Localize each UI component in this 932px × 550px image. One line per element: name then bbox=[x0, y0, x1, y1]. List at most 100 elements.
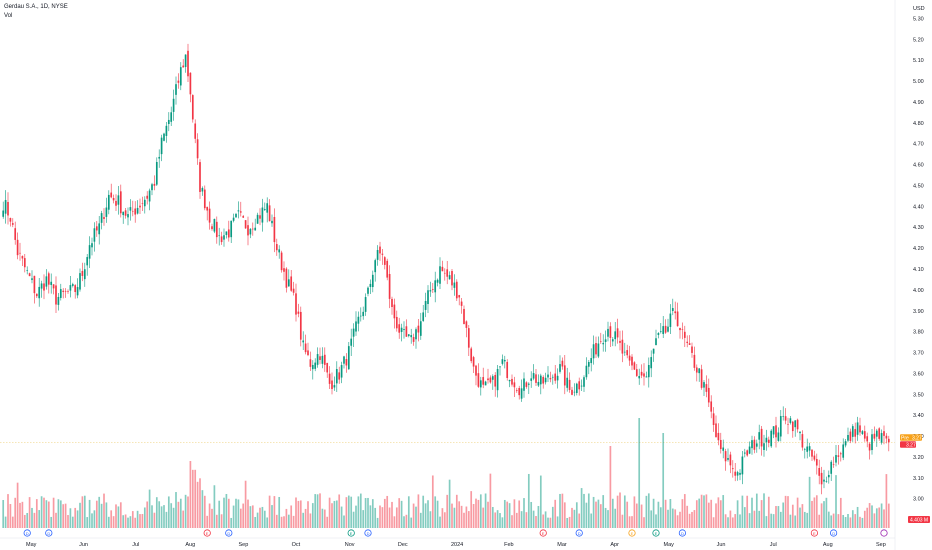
x-tick-label: Apr bbox=[610, 542, 619, 548]
volume-bar bbox=[139, 514, 141, 528]
candle-body bbox=[415, 329, 417, 340]
event-marker[interactable] bbox=[575, 529, 583, 537]
event-marker[interactable] bbox=[364, 529, 372, 537]
candle-body bbox=[647, 364, 650, 378]
volume-bar bbox=[160, 506, 163, 528]
volume-bar bbox=[35, 499, 38, 528]
volume-bar bbox=[403, 516, 405, 528]
candle-body bbox=[151, 184, 153, 191]
volume-bar bbox=[110, 510, 113, 528]
candle-body bbox=[112, 197, 115, 201]
volume-bar bbox=[499, 513, 501, 528]
event-marker[interactable] bbox=[347, 529, 355, 537]
candle-body bbox=[223, 235, 225, 240]
x-tick-label: Oct bbox=[292, 542, 301, 548]
event-marker[interactable] bbox=[23, 529, 31, 537]
candle-body bbox=[722, 447, 725, 451]
candle-body bbox=[237, 210, 240, 212]
candle-body bbox=[808, 446, 811, 451]
event-marker-label: E bbox=[813, 531, 816, 536]
volume-bar bbox=[275, 514, 278, 528]
candle-body bbox=[535, 374, 537, 383]
candle-body bbox=[875, 430, 878, 437]
candle-body bbox=[302, 340, 305, 343]
candle-body bbox=[789, 418, 792, 423]
event-marker[interactable] bbox=[810, 529, 819, 537]
volume-bar bbox=[595, 501, 597, 528]
volume-bar bbox=[143, 507, 146, 528]
candle-body bbox=[134, 208, 137, 215]
volume-bar bbox=[67, 515, 69, 528]
event-marker-label: E bbox=[655, 531, 658, 536]
event-marker[interactable] bbox=[203, 529, 211, 537]
candle-body bbox=[839, 453, 842, 455]
volume-bar bbox=[503, 499, 506, 528]
volume-bar bbox=[74, 507, 77, 528]
candle-body bbox=[621, 339, 624, 354]
volume-bar bbox=[820, 503, 823, 528]
candle-body bbox=[371, 274, 374, 288]
candle-body bbox=[43, 283, 45, 291]
volume-bar bbox=[299, 500, 302, 528]
candle-body bbox=[683, 331, 686, 338]
candle-body bbox=[751, 440, 753, 449]
event-marker[interactable] bbox=[880, 529, 888, 537]
volume-bar bbox=[638, 418, 641, 528]
candle-body bbox=[681, 329, 684, 330]
candle-body bbox=[691, 346, 693, 353]
candle-body bbox=[695, 367, 698, 373]
event-marker[interactable] bbox=[628, 529, 636, 537]
volume-bar bbox=[743, 507, 746, 528]
volume-bar bbox=[292, 515, 295, 528]
candle-body bbox=[19, 252, 21, 254]
volume-bar bbox=[311, 503, 314, 528]
event-marker[interactable] bbox=[225, 529, 233, 537]
candle-body bbox=[782, 415, 785, 417]
candle-body bbox=[146, 195, 149, 199]
time-axis[interactable]: May Jun Jul Aug Sep Oct Nov Dec 2024 Feb Mar Apr May… bbox=[0, 0, 896, 550]
candle-body bbox=[431, 289, 434, 290]
symbol-line[interactable]: Gerdau S.A., 1D, NYSE bbox=[4, 4, 68, 10]
event-marker[interactable] bbox=[652, 529, 660, 537]
volume-bar bbox=[655, 514, 657, 528]
volume-label[interactable]: Vol bbox=[4, 13, 13, 19]
candle-body bbox=[321, 355, 324, 364]
volume-bar bbox=[727, 517, 729, 528]
candle-body bbox=[532, 373, 535, 379]
volume-bar bbox=[268, 495, 271, 528]
volume-bar bbox=[827, 511, 830, 528]
candle-body bbox=[388, 273, 391, 299]
volume-bar bbox=[664, 499, 667, 528]
candle-body bbox=[386, 260, 389, 278]
candle-body bbox=[148, 190, 151, 202]
volume-bar bbox=[479, 494, 482, 528]
candle-body bbox=[777, 432, 780, 441]
x-tick-label: May bbox=[26, 542, 37, 548]
candle-body bbox=[753, 439, 756, 450]
candle-body bbox=[323, 354, 326, 365]
event-marker[interactable] bbox=[829, 529, 838, 537]
x-tick-label: Dec bbox=[398, 542, 408, 548]
volume-bar bbox=[107, 516, 110, 528]
event-marker[interactable] bbox=[678, 529, 687, 537]
volume-bar bbox=[242, 503, 245, 528]
candle-body bbox=[170, 112, 173, 122]
event-marker[interactable] bbox=[539, 529, 547, 537]
volume-bar bbox=[698, 498, 701, 528]
candle-body bbox=[160, 137, 163, 155]
candle-body bbox=[489, 377, 492, 383]
candle-body bbox=[799, 431, 801, 434]
volume-bar bbox=[177, 501, 180, 528]
event-marker[interactable] bbox=[45, 529, 53, 537]
volume-bar bbox=[314, 494, 317, 528]
candle-body bbox=[326, 362, 329, 373]
volume-bar bbox=[326, 516, 329, 528]
volume-bar bbox=[69, 508, 72, 528]
candle-body bbox=[40, 283, 43, 289]
volume-bar bbox=[71, 516, 74, 528]
candle-body bbox=[515, 390, 518, 391]
event-markers[interactable]: D D E D E D DE E E D E D bbox=[23, 529, 888, 537]
volume-bar bbox=[763, 493, 765, 528]
candle-body bbox=[251, 228, 254, 230]
